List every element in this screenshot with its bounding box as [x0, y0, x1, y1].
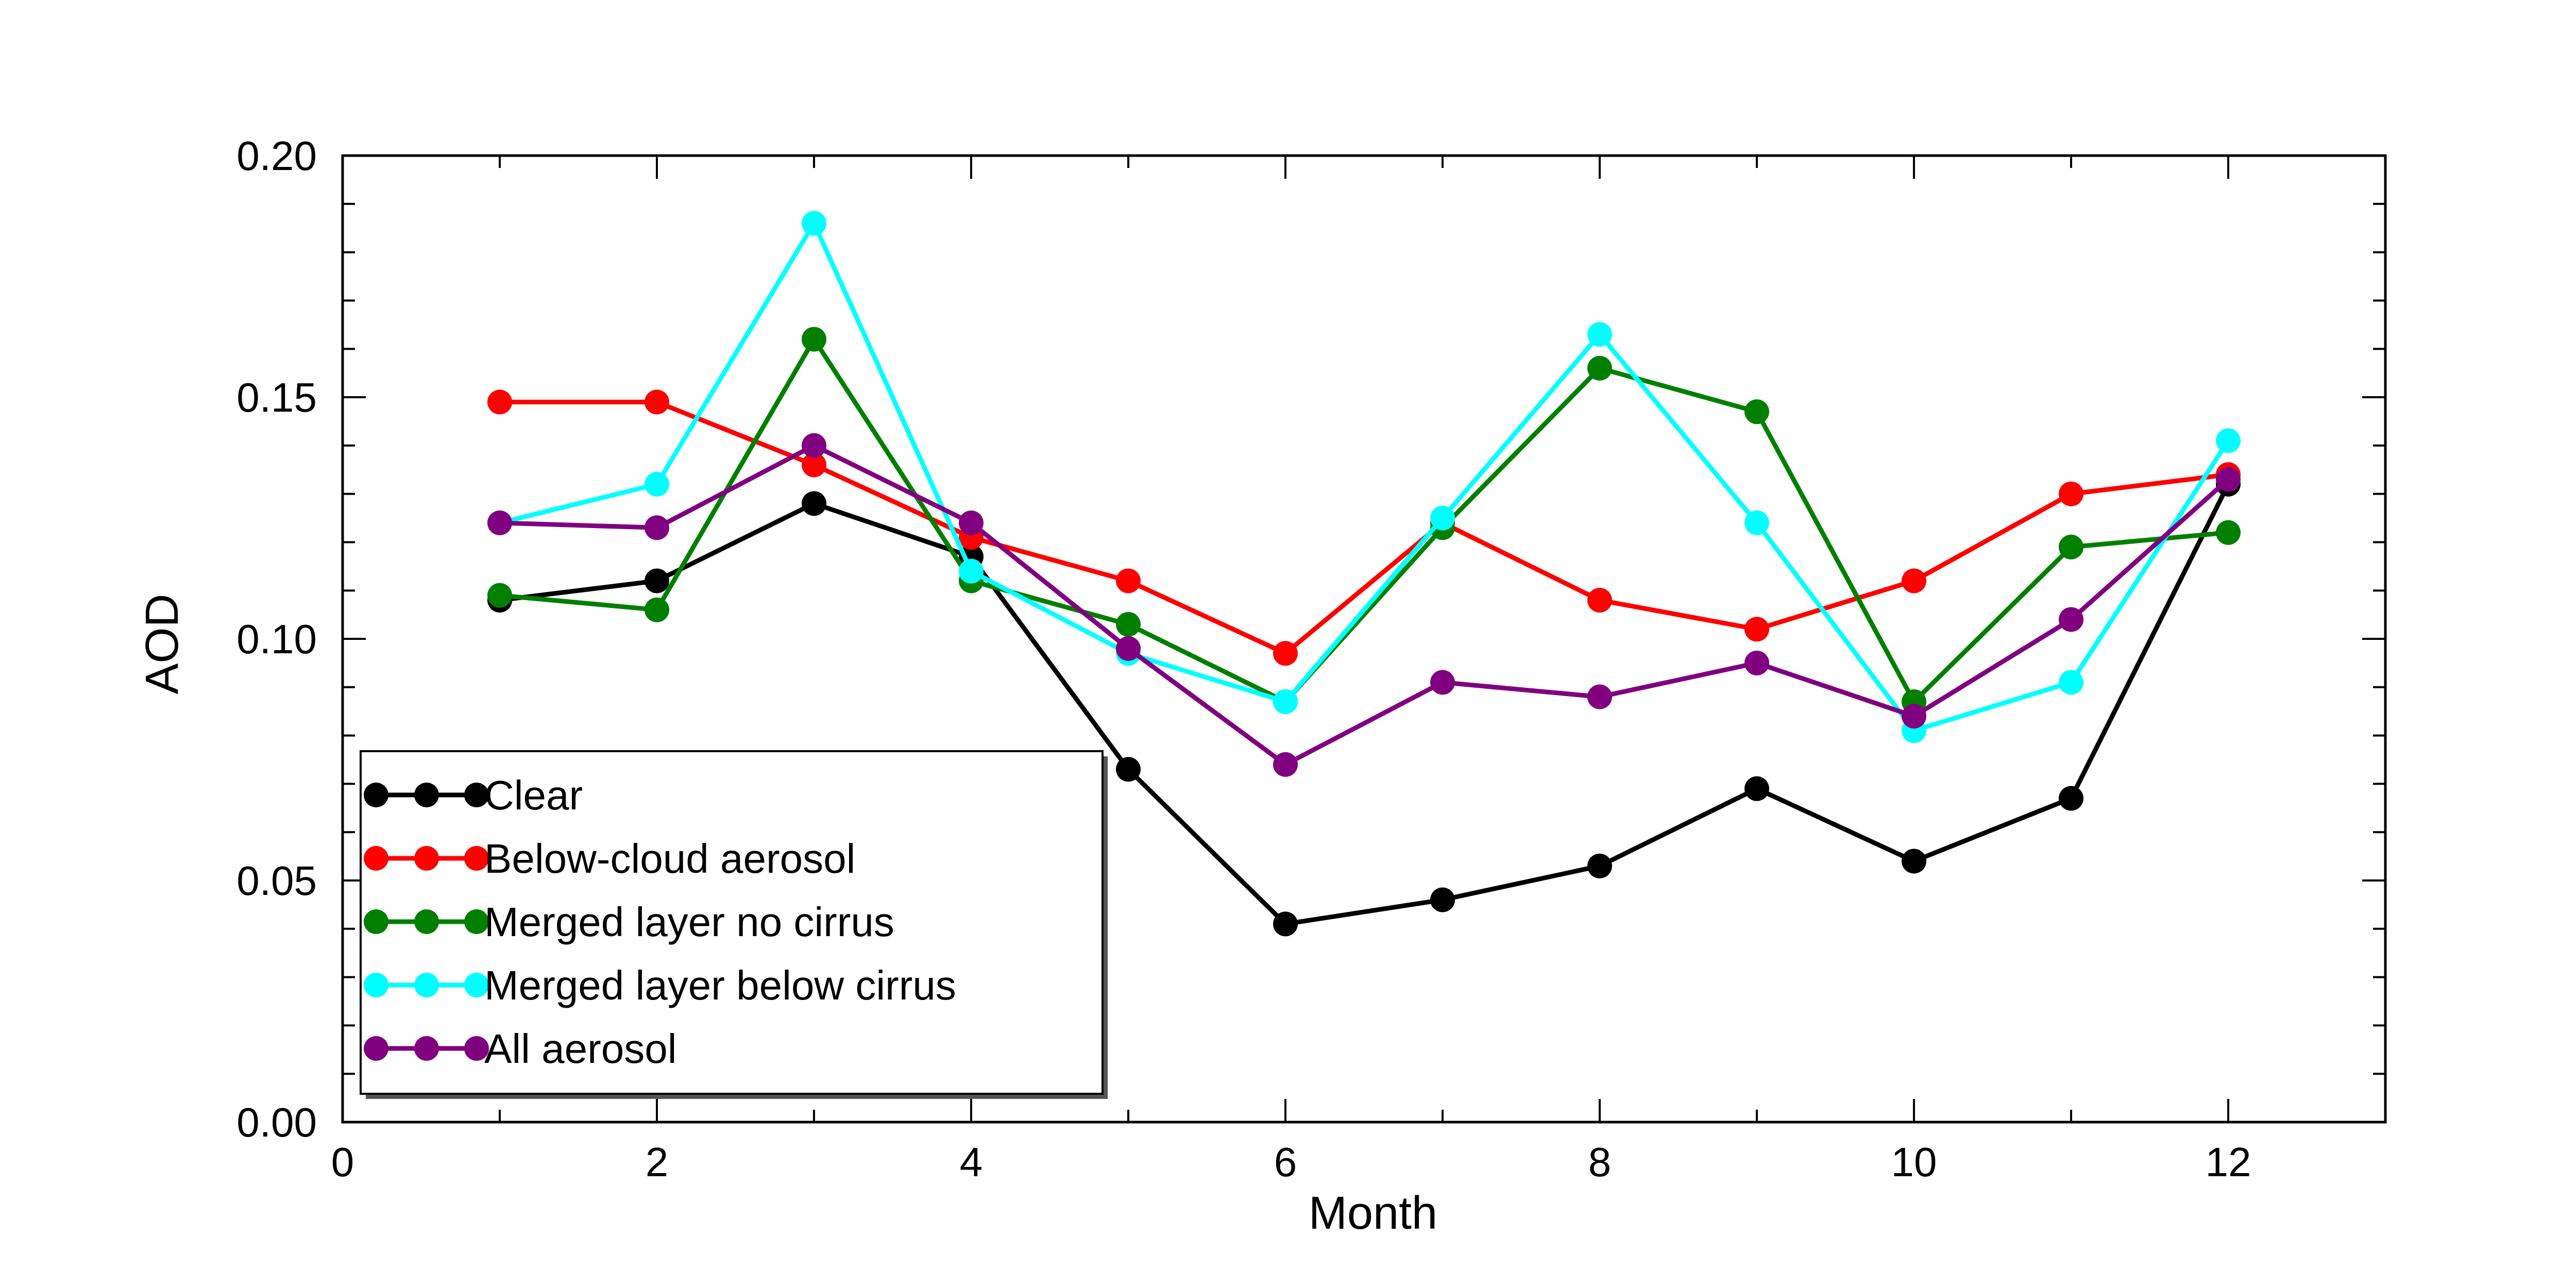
legend-swatch-marker — [364, 1036, 388, 1061]
data-point — [802, 211, 826, 236]
data-point — [645, 597, 669, 622]
axis-tick-labels: 0 2 4 6 8 10 12 0.00 0.05 0.10 0.15 0.20 — [236, 133, 2251, 1185]
data-point — [1273, 641, 1298, 666]
data-point — [2059, 607, 2083, 632]
data-point — [2216, 520, 2241, 545]
legend-entry: Below-cloud aerosol — [364, 836, 855, 882]
data-point — [1744, 399, 1769, 425]
legend-swatch-marker — [364, 973, 388, 997]
legend: Clear Below-cloud aerosol Merged layer no … — [360, 750, 1108, 1099]
series-line — [499, 336, 2229, 704]
data-point — [1430, 670, 1455, 695]
x-tick-label: 2 — [646, 1139, 669, 1185]
legend-swatch-marker — [464, 1036, 489, 1061]
data-point — [1587, 587, 1612, 613]
y-tick-label: 0.20 — [236, 133, 317, 179]
legend-swatch-marker — [464, 973, 489, 997]
legend-swatch-marker — [464, 783, 489, 807]
legend-label: Merged layer below cirrus — [484, 962, 956, 1008]
legend-entry: Clear — [364, 772, 583, 818]
legend-label: Merged layer no cirrus — [484, 899, 894, 945]
series-line — [499, 443, 2230, 767]
data-point — [1430, 887, 1455, 912]
legend-swatch-marker — [414, 783, 439, 807]
data-point — [802, 327, 826, 352]
legend-swatch-marker — [364, 909, 388, 934]
legend-swatch-marker — [414, 846, 439, 871]
data-point — [1116, 636, 1141, 661]
legend-entry: Merged layer no cirrus — [364, 899, 894, 945]
legend-swatch-marker — [364, 783, 388, 807]
data-point — [645, 568, 669, 594]
data-point — [2059, 786, 2083, 811]
series-line — [499, 221, 2230, 733]
legend-swatch-marker — [464, 846, 489, 871]
data-point — [1744, 617, 1769, 642]
data-point — [2216, 467, 2241, 492]
data-point — [2059, 534, 2083, 560]
data-point — [1587, 684, 1612, 709]
axis-ticks — [342, 155, 2386, 1123]
data-point — [645, 515, 669, 540]
data-point — [1902, 704, 1926, 729]
data-point — [1587, 322, 1612, 347]
legend-swatch-marker — [364, 846, 388, 871]
data-point — [1902, 568, 1926, 594]
data-point — [802, 433, 826, 458]
legend-swatch-marker — [414, 1036, 439, 1061]
data-point — [1116, 757, 1141, 782]
data-point — [1587, 853, 1612, 878]
data-point — [1116, 612, 1141, 637]
x-tick-label: 8 — [1588, 1139, 1612, 1185]
data-point — [1273, 911, 1298, 937]
y-tick-label: 0.10 — [236, 616, 317, 662]
data-point — [487, 389, 512, 415]
x-axis-label: Month — [1309, 1188, 1437, 1239]
y-tick-label: 0.05 — [236, 858, 317, 904]
series-line — [499, 483, 2231, 926]
data-point — [2216, 428, 2241, 453]
data-point — [1273, 689, 1298, 714]
x-tick-label: 0 — [331, 1139, 354, 1185]
data-point — [1902, 849, 1926, 874]
legend-label: All aerosol — [484, 1026, 677, 1072]
data-point — [959, 510, 984, 535]
data-point — [1116, 568, 1141, 594]
data-point — [1430, 505, 1455, 531]
series-4 — [487, 433, 2241, 777]
legend-swatch-marker — [414, 909, 439, 934]
data-point — [487, 510, 512, 535]
series-layer — [487, 211, 2241, 937]
data-point — [1744, 650, 1769, 675]
data-point — [959, 558, 984, 584]
data-point — [802, 491, 826, 516]
data-point — [1744, 510, 1769, 535]
y-tick-label: 0.15 — [236, 375, 317, 420]
x-tick-label: 4 — [960, 1139, 983, 1185]
legend-label: Below-cloud aerosol — [484, 836, 855, 882]
legend-swatch-marker — [464, 909, 489, 934]
series-line — [500, 399, 2229, 656]
y-tick-label: 0.00 — [236, 1099, 317, 1145]
data-point — [1744, 776, 1769, 801]
data-point — [2059, 481, 2083, 506]
data-point — [645, 471, 669, 497]
data-point — [2059, 670, 2083, 695]
legend-entry: All aerosol — [364, 1026, 677, 1072]
legend-label: Clear — [484, 772, 583, 818]
data-point — [487, 583, 512, 608]
data-point — [645, 389, 669, 415]
x-tick-label: 10 — [1891, 1139, 1937, 1185]
data-point — [1587, 355, 1612, 381]
legend-swatch-marker — [414, 973, 439, 997]
x-tick-label: 6 — [1274, 1139, 1297, 1185]
y-axis-label: AOD — [137, 594, 188, 694]
x-tick-label: 12 — [2206, 1139, 2251, 1185]
data-point — [802, 452, 826, 478]
data-point — [1273, 752, 1298, 777]
legend-entry: Merged layer below cirrus — [364, 962, 956, 1008]
